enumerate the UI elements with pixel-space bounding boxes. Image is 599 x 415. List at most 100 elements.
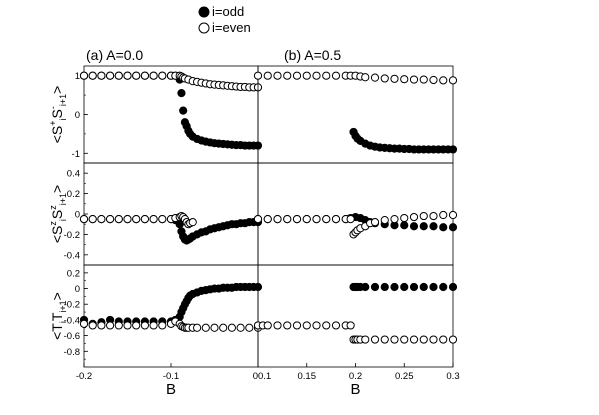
- data-point-even: [123, 71, 132, 80]
- data-point-even: [312, 321, 321, 330]
- data-point-even: [158, 71, 167, 80]
- data-point-even: [302, 321, 311, 330]
- data-point-even: [88, 71, 97, 80]
- panel-top-right: [253, 65, 458, 164]
- data-point-even: [263, 321, 272, 330]
- data-point-even: [140, 321, 149, 330]
- data-point-even: [132, 215, 141, 224]
- y-axis-label-part: i: [58, 119, 68, 121]
- y-axis-label-part: i: [58, 219, 68, 221]
- panel-frame: [83, 162, 259, 266]
- data-point-even: [158, 215, 167, 224]
- data-point-even: [201, 323, 210, 332]
- data-point-even: [409, 212, 419, 222]
- data-point-even: [409, 75, 419, 84]
- data-point-even: [448, 335, 458, 344]
- y-axis-label: <S+iS-i+1>: [48, 86, 68, 144]
- data-point-even: [245, 323, 254, 332]
- data-point-even: [448, 76, 458, 85]
- data-point-even: [236, 323, 245, 332]
- data-point-odd: [448, 145, 458, 154]
- legend: i=odd i=even: [198, 4, 251, 35]
- series-even: [79, 211, 197, 229]
- panel-b-title: (b) A=0.5: [284, 47, 341, 63]
- data-point-odd: [400, 282, 409, 292]
- y-axis-label-part: i+1: [58, 193, 68, 205]
- x-tick-label: 0.2: [349, 371, 362, 382]
- y-axis-label-part: >: [49, 86, 65, 94]
- data-point-even: [158, 321, 167, 330]
- data-point-odd: [439, 223, 448, 232]
- data-point-odd: [429, 282, 438, 292]
- data-point-even: [390, 215, 399, 224]
- data-point-even: [132, 321, 141, 330]
- panel-top-left: -1 0 1 <S+iS-i+1>: [48, 65, 263, 164]
- data-point-odd: [439, 282, 448, 292]
- data-point-even: [370, 335, 380, 344]
- data-point-even: [322, 321, 331, 330]
- data-point-even: [253, 71, 263, 80]
- data-point-even: [380, 335, 389, 344]
- data-point-even: [149, 71, 158, 80]
- series-even: [253, 71, 458, 85]
- data-point-even: [283, 215, 292, 224]
- y-tick-label: -0.6: [64, 331, 80, 342]
- y-tick-label: 0.4: [67, 169, 80, 180]
- data-point-odd: [380, 282, 389, 292]
- y-tick-label: 0: [75, 110, 80, 121]
- data-point-even: [273, 321, 282, 330]
- data-point-even: [380, 216, 389, 225]
- data-point-even: [79, 215, 89, 224]
- y-axis-label-part: >: [49, 292, 65, 300]
- series-even: [253, 321, 458, 344]
- data-point-even: [106, 215, 115, 224]
- data-point-even: [302, 71, 311, 80]
- y-axis-label-part: z: [48, 205, 58, 210]
- data-point-even: [419, 335, 428, 344]
- data-point-even: [292, 71, 302, 80]
- y-axis-label-part: <T: [49, 323, 65, 340]
- y-axis-label-part: +: [48, 121, 58, 126]
- data-point-odd: [409, 222, 419, 231]
- panel-bottom-left: -0.8 -0.6 -0.4 -0.2 0 0.2 -0.2 -0.1 0 B <TiTi+1>: [49, 264, 263, 398]
- data-point-even: [140, 215, 149, 224]
- data-point-even: [302, 215, 311, 224]
- y-axis-label-part: i: [58, 321, 68, 323]
- data-point-even: [97, 215, 106, 224]
- y-tick-label: -0.8: [64, 347, 80, 358]
- x-tick-label: 0.25: [395, 371, 414, 382]
- data-point-even: [114, 321, 123, 330]
- panel-bottom-right: 0.1 0.15 0.2 0.25 0.3 B: [253, 264, 460, 398]
- panel-middle-left: -0.4-0.200.20.4<SziSzi+1>: [48, 162, 263, 266]
- y-tick-label: 0: [75, 284, 80, 295]
- data-point-even: [79, 319, 89, 328]
- data-point-even: [380, 74, 389, 83]
- y-axis-label: <TiTi+1>: [49, 292, 68, 340]
- data-point-even: [253, 215, 263, 224]
- data-point-even: [419, 75, 428, 84]
- data-point-even: [273, 215, 282, 224]
- y-tick-label: -0.4: [64, 250, 80, 261]
- y-tick-label: -0.4: [64, 315, 80, 326]
- data-point-even: [283, 321, 292, 330]
- x-tick-label: 0.15: [298, 371, 317, 382]
- y-axis-label-part: -: [48, 106, 58, 109]
- y-axis-label-part: z: [48, 221, 58, 226]
- data-point-odd: [177, 89, 186, 98]
- data-point-even: [400, 75, 409, 84]
- panels: -101<S+iS-i+1>-0.4-0.200.20.4<SziSzi+1>-…: [48, 65, 460, 398]
- data-point-odd: [419, 222, 428, 231]
- data-point-even: [448, 210, 458, 220]
- y-axis-label-part: <S: [49, 226, 65, 244]
- data-point-even: [419, 211, 428, 221]
- data-point-even: [409, 335, 419, 344]
- y-tick-label: 0.2: [67, 268, 80, 279]
- data-point-odd: [400, 221, 409, 230]
- data-point-even: [210, 323, 219, 332]
- y-axis-label-part: i+1: [58, 94, 68, 106]
- data-point-even: [429, 75, 438, 85]
- x-tick-label: 0.1: [258, 371, 271, 382]
- data-point-even: [123, 321, 132, 330]
- y-tick-label: 0.2: [67, 189, 80, 200]
